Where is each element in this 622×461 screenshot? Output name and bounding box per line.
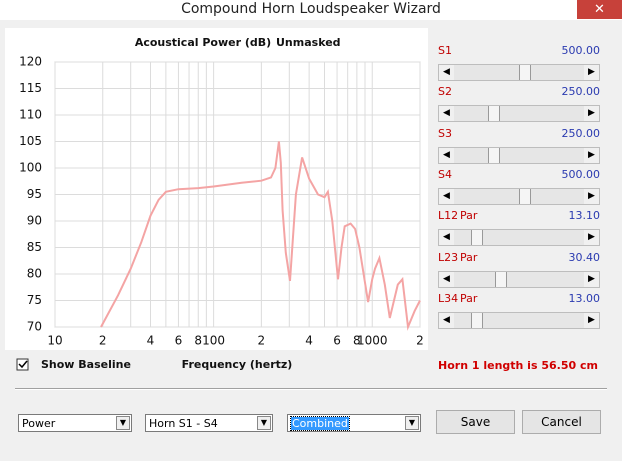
title-bar: Compound Horn Loudspeaker Wizard ✕ [0,0,622,20]
x-tick-label: 4 [305,334,313,348]
slider-thumb[interactable] [519,65,531,80]
dropdown-text[interactable]: Power [22,417,56,430]
scroll-right[interactable]: ▶ [584,312,599,328]
x-tick-label: 6 [175,334,183,348]
dropdown-button[interactable]: ▼ [405,416,419,430]
slider-label: L23 [438,250,459,264]
scroll-right[interactable]: ▶ [584,188,599,204]
separator [15,388,607,390]
dropdown-button[interactable]: ▼ [116,416,130,430]
slider-value: 500.00 [561,167,601,181]
slider-thumb[interactable] [471,312,483,328]
slider-label: S4 [438,167,452,181]
x-tick-label: 6 [333,334,341,348]
slider-mode: Par [460,250,478,264]
scroll-left[interactable]: ◀ [439,312,454,328]
status-text: Horn 1 length is 56.50 cm [438,359,598,372]
slider[interactable]: ◀ ▶ [438,146,600,164]
y-tick-label: 120 [19,55,42,69]
y-tick-label: 70 [27,320,42,334]
window-title: Compound Horn Loudspeaker Wizard [181,1,441,17]
button[interactable]: Save [436,410,515,434]
y-tick-label: 110 [19,108,42,122]
slider-value: 30.40 [568,250,601,264]
y-tick-label: 100 [19,161,42,175]
x-tick-label: 8 [194,334,202,348]
y-tick-label: 75 [27,293,42,307]
slider[interactable]: ◀ ▶ [438,311,600,329]
slider-value: 250.00 [561,126,601,140]
scroll-left[interactable]: ◀ [439,188,454,204]
scroll-left[interactable]: ◀ [439,230,454,246]
dropdown-text[interactable]: Horn S1 - S4 [149,417,218,430]
dropdown-text[interactable]: Combined [290,416,350,431]
slider-mode: Par [460,209,478,223]
dropdown[interactable]: Horn S1 - S4 ▼ [145,414,273,432]
data-line [100,141,421,331]
slider[interactable]: ◀ ▶ [438,270,600,288]
checkmark [18,360,28,369]
slider[interactable]: ◀ ▶ [438,229,600,247]
slider-value: 13.10 [568,209,601,223]
scroll-left[interactable]: ◀ [439,271,454,287]
y-tick-label: 105 [19,134,42,148]
chart: Acoustical Power (dB) Unmasked Frequency… [5,28,428,371]
close-button[interactable]: ✕ [577,0,622,19]
slider-thumb[interactable] [488,106,500,122]
x-axis-label: Frequency (hertz) [182,358,293,371]
x-tick-label: 10 [47,334,62,348]
y-tick-label: 115 [19,81,42,95]
slider[interactable]: ◀ ▶ [438,105,600,123]
scroll-left[interactable]: ◀ [439,106,454,122]
slider-value: 250.00 [561,85,601,99]
y-tick-label: 85 [27,240,42,254]
chart-subtitle: Unmasked [276,36,341,49]
x-tick-label: 2 [416,334,424,348]
x-tick-label: 1000 [357,334,388,348]
slider-label: S3 [438,126,452,140]
slider[interactable]: ◀ ▶ [438,64,600,81]
slider-thumb[interactable] [495,271,507,287]
slider-value: 500.00 [561,44,601,57]
slider-thumb[interactable] [488,147,500,163]
x-tick-label: 8 [353,334,361,348]
scroll-right[interactable]: ▶ [584,147,599,163]
slider-thumb[interactable] [471,230,483,246]
y-tick-label: 80 [27,267,42,281]
chart-title: Acoustical Power (dB) [135,36,271,49]
dropdown[interactable]: Combined ▼ [287,414,421,432]
scroll-right[interactable]: ▶ [584,230,599,246]
y-tick-label: 95 [27,187,42,201]
slider-label: L12 [438,209,459,223]
y-tick-label: 90 [27,214,42,228]
slider-thumb[interactable] [519,188,531,204]
checkbox[interactable] [16,358,29,371]
dropdown-button[interactable]: ▼ [257,416,271,430]
scroll-left[interactable]: ◀ [439,147,454,163]
slider-label: S1 [438,44,452,57]
x-tick-label: 4 [147,334,155,348]
checkbox-label[interactable]: Show Baseline [41,358,131,371]
slider-label: S2 [438,85,452,99]
x-tick-label: 2 [99,334,107,348]
slider-label: L34 [438,291,459,305]
x-tick-label: 100 [202,334,225,348]
button[interactable]: Cancel [522,410,601,434]
scroll-left[interactable]: ◀ [439,65,454,80]
dropdown[interactable]: Power ▼ [18,414,132,432]
scroll-right[interactable]: ▶ [584,106,599,122]
scroll-right[interactable]: ▶ [584,65,599,80]
scroll-right[interactable]: ▶ [584,271,599,287]
slider-mode: Par [460,291,478,305]
x-tick-label: 2 [258,334,266,348]
slider[interactable]: ◀ ▶ [438,187,600,205]
slider-value: 13.00 [568,291,601,305]
